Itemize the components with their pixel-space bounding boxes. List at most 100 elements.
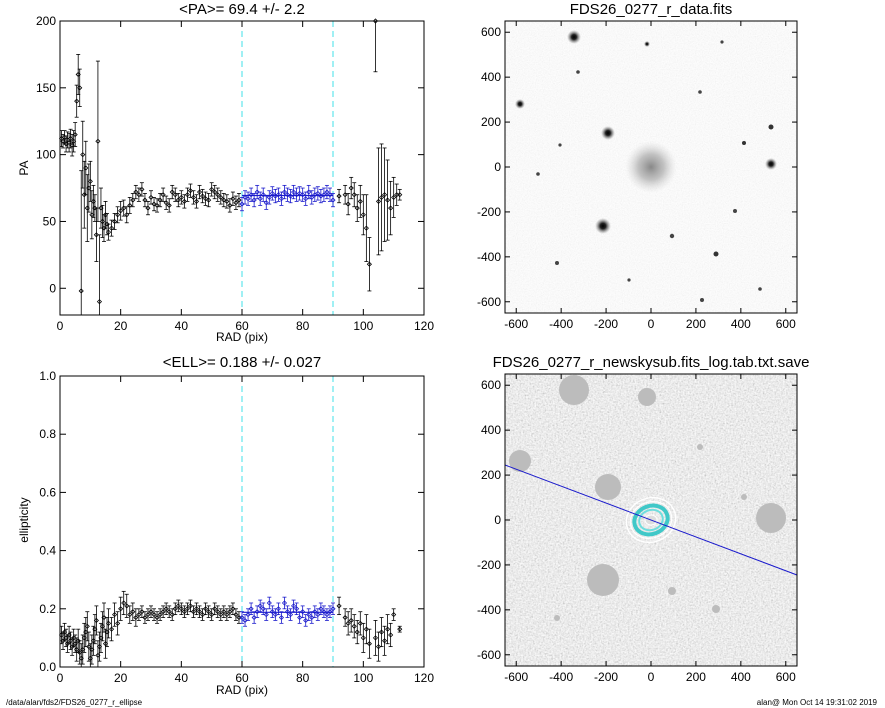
star [768,124,774,130]
pa-data-point [115,212,121,218]
pa-title: <PA>= 69.4 +/- 2.2 [179,1,305,18]
pa-data-point [60,138,66,144]
ell-data-point [74,646,80,653]
pa-data-point [357,198,363,204]
ell-y-tick-label: 0.6 [39,485,56,499]
pa-data-point [336,193,342,199]
ell-x-tick-label: 60 [235,671,249,685]
star [555,261,559,265]
ell-data-point [203,606,209,612]
pa-data-point [89,212,95,218]
major-axis-line [504,464,798,576]
ell-ylabel: ellipticity [17,497,31,542]
model-image-y-tick-label: 400 [481,423,501,437]
ell-data-point [227,609,233,615]
data-image-x-tick-label: -600 [504,317,528,331]
ellipticity-profile-panel: <ELL>= 0.188 +/- 0.027 0 20 40 60 80 100 120 0.… [17,354,434,697]
ell-x-tick-label: 40 [175,671,189,685]
pa-data-point [206,197,212,203]
ell-data-point [66,632,72,638]
pa-x-tick-label: 80 [296,319,310,333]
ell-data-point [63,635,69,641]
pa-data-point [68,136,74,142]
pa-data-point [375,198,382,204]
ell-data-point [354,629,360,635]
ell-data-point [154,614,160,621]
ell-data-point [382,638,388,644]
ell-data-point [112,612,118,618]
mask-region [595,474,621,500]
data-image-x-tick-label: -200 [594,317,618,331]
ell-x-tick-label: 80 [296,671,310,685]
ell-data-point [115,620,121,626]
pa-data-point [74,98,80,104]
pa-data-point [166,202,172,208]
pa-data-point [388,205,394,211]
pa-data-point [102,212,109,218]
ell-data-point [366,641,372,647]
star [567,30,581,44]
ell-data-point [351,623,357,629]
ell-data-point [133,614,139,621]
data-image-panel: FDS26_0277_r_data.fits -600 -400- [477,1,798,331]
star [515,99,525,109]
data-image-x-tick-label: -400 [549,317,573,331]
model-image [504,374,798,666]
model-image-y-tick-label: 200 [481,468,501,482]
pa-data-point [96,299,102,305]
pa-y-tick-label: 150 [36,81,56,95]
pa-data-point [133,189,139,195]
model-image-x-tick-label: 200 [686,670,706,684]
ell-data-point [193,606,200,612]
pa-data-point [281,189,288,195]
ell-data-point [61,629,68,635]
ell-data-point [212,606,218,612]
pa-data-point [345,201,351,207]
data-image-y-tick-label: 400 [481,70,501,84]
pa-plot-area: 0 20 40 60 80 100 120 0 50 100 150 200 [36,14,434,333]
pa-data-point [169,189,175,195]
model-image-panel: FDS26_0277_r_newskysub.fits_log.tab.txt.… [477,354,809,684]
ell-data-point [190,609,197,615]
star [713,251,719,257]
ell-data-point [80,646,86,653]
model-image-y-tick-label: 600 [481,378,501,392]
ell-data-point [84,623,90,629]
target-galaxy [625,141,677,193]
pa-data-point [142,197,148,203]
pa-data-point [163,200,169,206]
star [595,218,611,234]
model-image-x-tick-label: 400 [731,670,751,684]
pa-data-point [160,192,166,198]
data-image-y-tick-label: -400 [477,250,501,264]
ell-data-point [388,632,394,638]
pa-data-point [233,200,239,206]
ell-data-point [148,609,154,615]
ell-data-point [397,626,403,632]
pa-data-point [200,193,206,199]
mask-region [712,605,720,613]
ell-y-tick-label: 0.2 [39,602,56,616]
ell-y-tick-label: 1.0 [39,369,56,383]
pa-data-point [360,212,366,218]
pa-data-point [90,198,96,204]
model-image-y-tick-label: -400 [477,603,501,617]
pa-x-tick-label: 100 [353,319,373,333]
ell-y-tick-label: 0.0 [39,660,56,674]
pa-data-point [124,212,130,218]
pa-data-point [306,189,312,195]
pa-data-point [257,196,263,202]
fit-ellipse-ring [632,503,670,537]
pa-data-point [385,197,391,203]
pa-x-tick-label: 0 [57,319,64,333]
pa-data-point [72,132,78,138]
star [536,172,540,176]
pa-data-point [145,205,151,211]
ell-data-point [96,644,102,650]
footer-timestamp: alan@ Mon Oct 14 19:31:02 2019 [757,698,878,707]
pa-x-tick-label: 60 [235,319,249,333]
pa-data-point [87,178,93,184]
star [698,90,702,94]
ell-data-point [218,612,224,618]
model-image-x-tick-label: -200 [594,670,618,684]
